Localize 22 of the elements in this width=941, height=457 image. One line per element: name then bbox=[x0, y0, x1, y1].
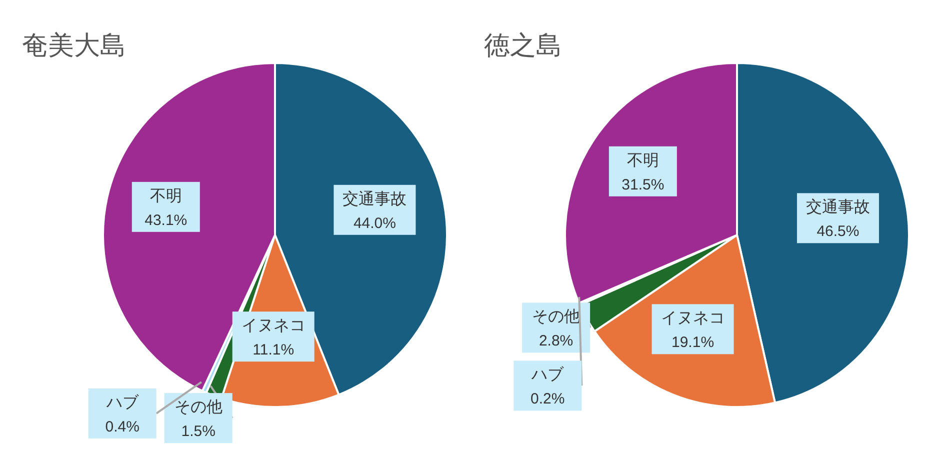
slice-label: イヌネコ bbox=[241, 316, 306, 335]
data-label: 44.0% bbox=[353, 214, 396, 232]
data-label: 19.1% bbox=[672, 334, 714, 352]
data-label: 31.5% bbox=[622, 176, 664, 194]
slice-label: 交通事故 bbox=[806, 197, 870, 216]
slice-label: イヌネコ bbox=[660, 308, 725, 328]
slice-label: ハブ bbox=[105, 392, 140, 412]
slice-label: 不明 bbox=[626, 150, 659, 170]
slice-label: その他 bbox=[174, 397, 222, 416]
data-label: 2.8% bbox=[538, 332, 574, 350]
slice-label: 不明 bbox=[150, 186, 182, 205]
data-label: 0.4% bbox=[105, 418, 140, 436]
chart-title: 徳之島 bbox=[484, 30, 562, 63]
chart-title: 奄美大島 bbox=[22, 30, 126, 63]
data-label: 1.5% bbox=[181, 423, 216, 440]
slice-label: 交通事故 bbox=[342, 188, 407, 208]
data-label: 0.2% bbox=[530, 390, 565, 408]
data-label: 46.5% bbox=[816, 223, 860, 240]
data-label: 11.1% bbox=[252, 342, 294, 359]
slice-label: その他 bbox=[532, 306, 580, 326]
data-label: 43.1% bbox=[144, 212, 188, 229]
slice-label: ハブ bbox=[530, 364, 565, 384]
